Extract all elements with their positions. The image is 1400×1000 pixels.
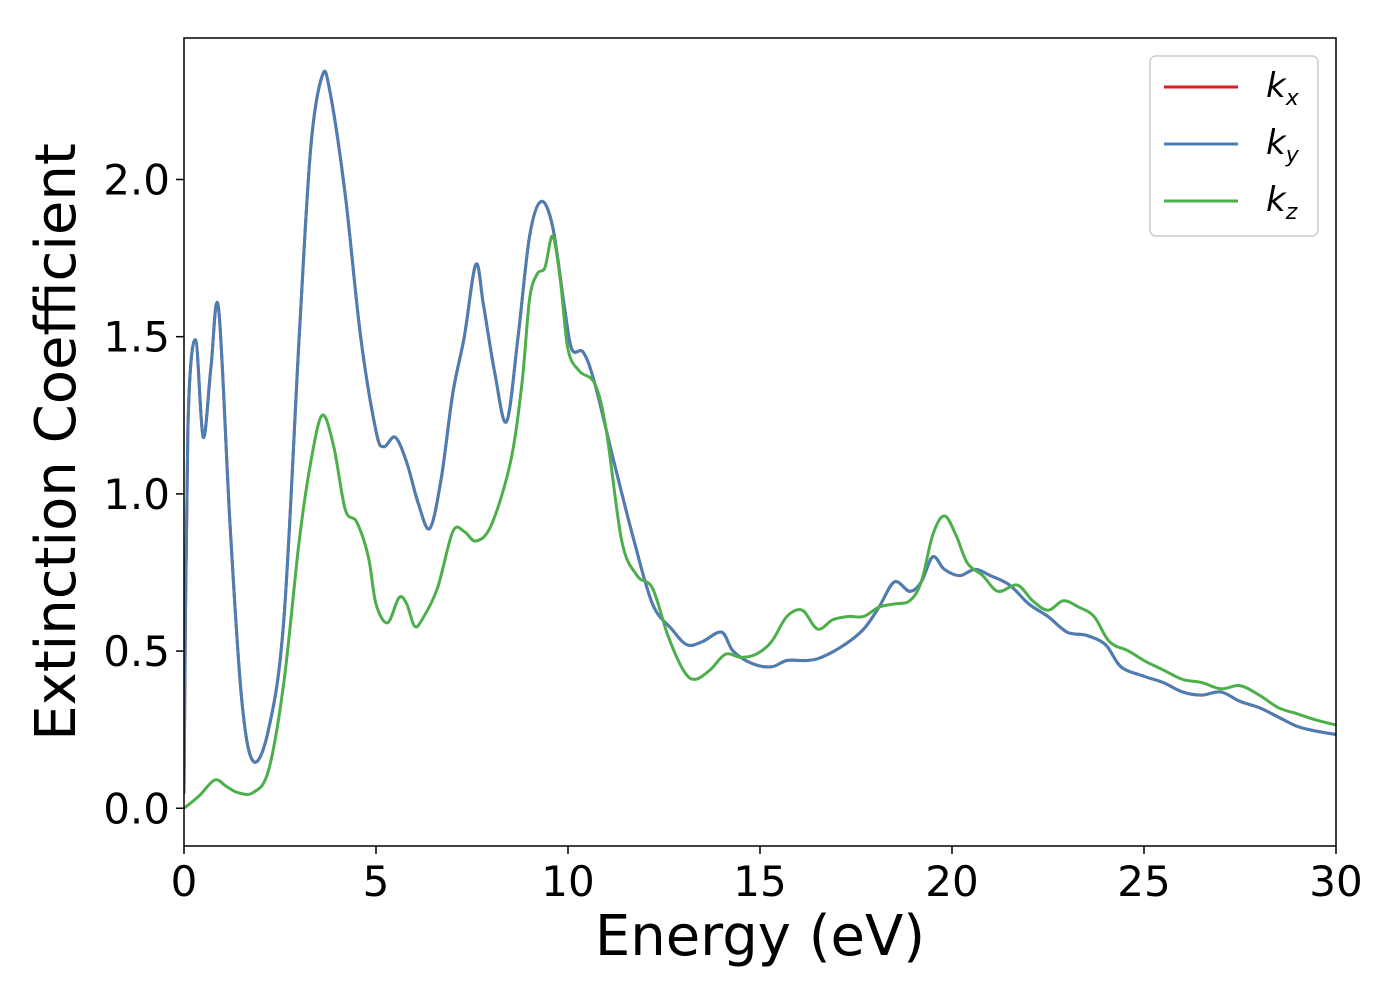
y-tick-label: 1.0	[103, 470, 170, 519]
x-tick-label: 25	[1117, 857, 1170, 906]
x-tick-label: 5	[363, 857, 390, 906]
legend-label-k-y: ky	[1266, 123, 1300, 168]
y-tick-label: 0.5	[103, 627, 170, 676]
x-tick-label: 30	[1309, 857, 1362, 906]
y-tick-label: 2.0	[103, 155, 170, 204]
series-line-k-y	[184, 69, 1336, 795]
y-tick-label: 0.0	[103, 784, 170, 833]
legend-label-k-x: kx	[1266, 66, 1300, 111]
legend-box	[1149, 55, 1319, 237]
y-axis-title: Extinction Coefficient	[24, 143, 89, 741]
legend: kx ky kz	[1149, 55, 1319, 237]
series-line-k-z	[184, 234, 1336, 810]
series-layer	[184, 69, 1336, 810]
y-axis-ticks: 0.0 0.5 1.0 1.5 2.0	[103, 155, 184, 833]
x-tick-label: 10	[541, 857, 594, 906]
x-tick-label: 15	[733, 857, 786, 906]
y-tick-label: 1.5	[103, 313, 170, 362]
x-axis-title: Energy (eV)	[595, 904, 925, 969]
x-tick-label: 20	[925, 857, 978, 906]
legend-label-k-z: kz	[1266, 180, 1298, 225]
x-tick-label: 0	[171, 857, 198, 906]
x-axis-ticks: 0 5 10 15 20 25 30	[171, 846, 1363, 906]
